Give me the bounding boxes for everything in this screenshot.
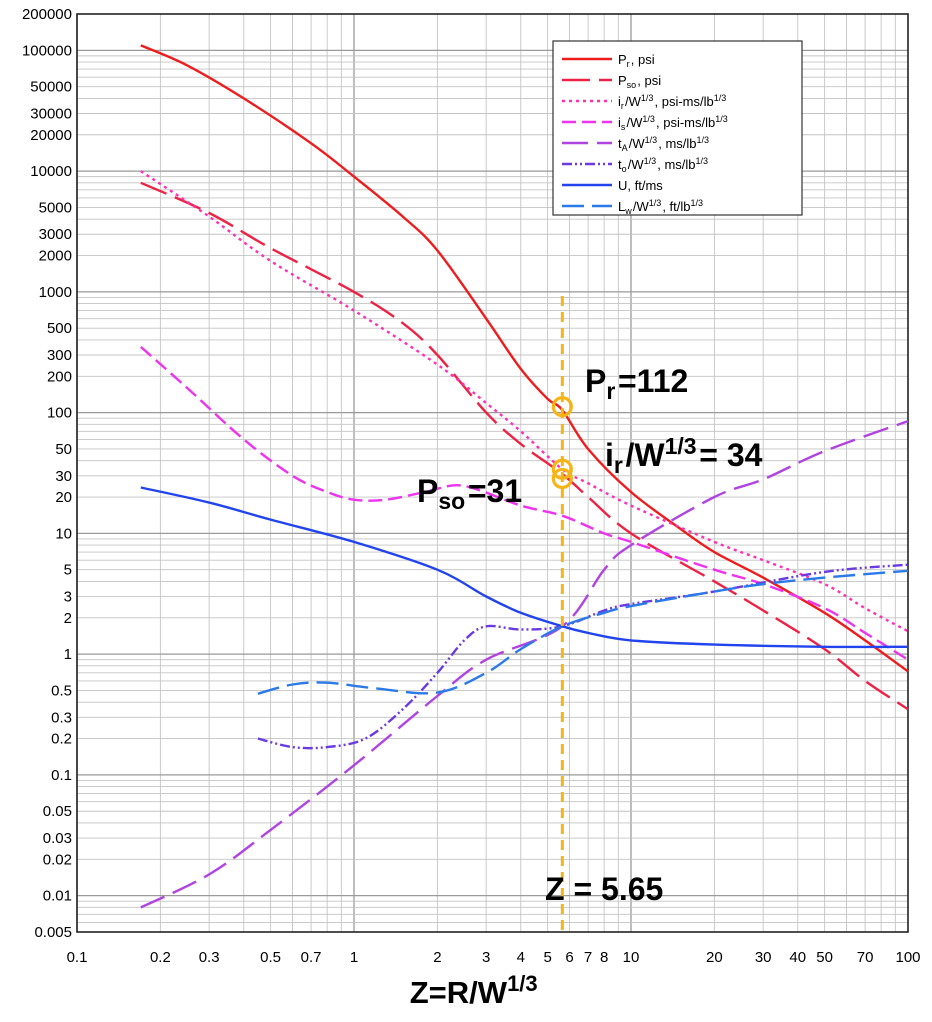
y-tick-label: 200 xyxy=(47,368,72,385)
y-tick-label: 0.5 xyxy=(51,682,72,699)
x-tick-label: 4 xyxy=(517,949,525,966)
x-tick-label: 100 xyxy=(895,949,920,966)
y-tick-label: 0.05 xyxy=(43,803,72,820)
y-tick-label: 30 xyxy=(55,468,72,485)
annotation-pr: Pr =112 xyxy=(585,363,688,404)
plot-frame xyxy=(76,13,909,933)
y-tick-label: 5000 xyxy=(39,199,72,216)
annotation-pso: Pso =31 xyxy=(417,473,522,514)
x-tick-label: 40 xyxy=(789,949,806,966)
legend-label-to: to /W1/3 , ms/lb1/3 xyxy=(618,156,708,174)
legend-label-pr: Pr , psi xyxy=(618,52,655,69)
x-tick-label: 20 xyxy=(706,949,723,966)
annotation-ir: ir /W1/3 = 34 xyxy=(605,433,763,478)
x-axis-label: Z=R/W1/3 xyxy=(410,971,541,1010)
series-line-u xyxy=(140,486,909,649)
y-tick-label: 1 xyxy=(64,646,72,663)
legend-label-pso: Pso , psi xyxy=(618,73,661,90)
series-line-ir xyxy=(140,170,909,633)
x-tick-label: 1 xyxy=(350,949,358,966)
x-tick-label: 0.1 xyxy=(67,949,88,966)
x-tick-label: 5 xyxy=(543,949,551,966)
series-line-pso xyxy=(140,181,909,711)
x-tick-label: 0.7 xyxy=(301,949,322,966)
x-tick-label: 30 xyxy=(755,949,772,966)
y-tick-label: 3 xyxy=(64,589,72,606)
y-tick-label: 1000 xyxy=(39,284,72,301)
value-marker-circle xyxy=(551,396,573,418)
y-tick-label: 2000 xyxy=(39,248,72,265)
y-tick-label: 0.2 xyxy=(51,731,72,748)
x-tick-label: 10 xyxy=(623,949,640,966)
y-tick-label: 500 xyxy=(47,320,72,337)
x-tick-label: 50 xyxy=(816,949,833,966)
legend-label-ta: tA /W1/3 , ms/lb1/3 xyxy=(618,135,709,153)
y-tick-label: 10000 xyxy=(30,163,72,180)
y-tick-label: 0.02 xyxy=(43,851,72,868)
x-tick-label: 6 xyxy=(565,949,573,966)
y-tick-label: 300 xyxy=(47,347,72,364)
x-axis-tick-labels: 0.1 0.2 0.3 0.5 0.7 1 2 3 4 5 6 7 8 10 20 30 40 50 70 100 xyxy=(67,949,921,966)
legend-label-is: is /W1/3 , psi-ms/lb1/3 xyxy=(618,114,728,132)
y-tick-label: 50000 xyxy=(30,79,72,96)
y-tick-label: 0.01 xyxy=(43,888,72,905)
series-lines xyxy=(140,44,909,909)
legend-label-u: U, ft/ms xyxy=(618,178,663,193)
value-marker-circle xyxy=(551,467,573,490)
y-tick-label: 100 xyxy=(47,405,72,422)
y-tick-label: 30000 xyxy=(30,105,72,122)
legend: Pr , psi Pso , psi ir /W1/3 , psi-ms/lb1/3… xyxy=(552,40,803,216)
annotation-z: Z = 5.65 xyxy=(545,871,663,907)
y-tick-label: 0.1 xyxy=(51,767,72,784)
y-tick-label: 0.005 xyxy=(34,924,72,941)
y-tick-label: 3000 xyxy=(39,226,72,243)
y-tick-label: 5 xyxy=(64,562,72,579)
x-tick-label: 7 xyxy=(584,949,592,966)
x-tick-label: 0.5 xyxy=(260,949,281,966)
y-tick-label: 10 xyxy=(55,525,72,542)
x-tick-label: 0.2 xyxy=(150,949,171,966)
y-tick-label: 20000 xyxy=(30,127,72,144)
x-tick-label: 70 xyxy=(857,949,874,966)
x-tick-label: 2 xyxy=(433,949,441,966)
y-tick-label: 100000 xyxy=(22,42,72,59)
legend-label-ir: ir /W1/3 , psi-ms/lb1/3 xyxy=(618,93,726,111)
y-tick-label: 0.3 xyxy=(51,709,72,726)
x-tick-label: 8 xyxy=(600,949,608,966)
x-tick-label: 3 xyxy=(482,949,490,966)
series-line-pr xyxy=(140,44,909,673)
annotations: Pr =112 ir /W1/3 = 34 Pso =31 Z = 5.65 xyxy=(417,363,763,907)
y-tick-label: 0.03 xyxy=(43,830,72,847)
legend-label-lw: Lw /W1/3 , ft/lb1/3 xyxy=(618,198,703,216)
y-tick-label: 2 xyxy=(64,610,72,627)
y-tick-label: 50 xyxy=(55,441,72,458)
value-marker-circle xyxy=(551,458,573,480)
y-tick-label: 20 xyxy=(55,489,72,506)
x-tick-label: 0.3 xyxy=(199,949,220,966)
series-line-lw xyxy=(257,569,909,695)
y-tick-label: 200000 xyxy=(22,6,72,23)
value-markers xyxy=(551,396,573,490)
y-axis-tick-labels: 2000001000005000030000200001000050003000… xyxy=(22,6,72,941)
